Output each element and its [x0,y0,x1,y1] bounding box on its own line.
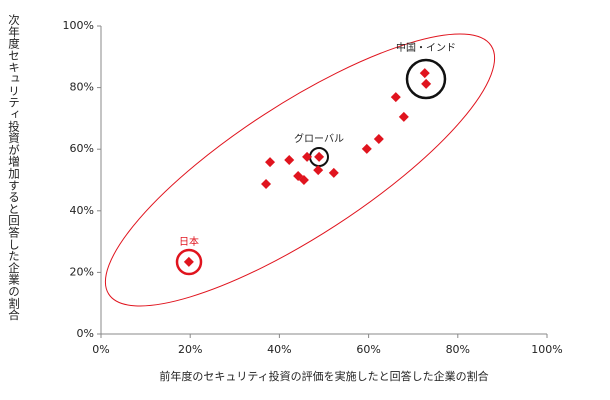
x-tick-label: 20% [178,343,202,356]
japan-circle [175,248,203,276]
point [314,151,325,162]
point [298,175,309,185]
y-tick-label: 20% [70,265,94,278]
y-tick-label: 40% [70,204,94,217]
point [419,68,430,79]
x-tick-label: 40% [267,343,291,356]
china-india-circle [405,58,447,100]
y-tick-label: 80% [70,81,94,94]
point [373,134,384,145]
x-tick-label: 100% [531,343,562,356]
point [183,256,194,267]
annotation: 日本 [179,235,199,248]
annotation: グローバル [294,132,344,145]
point [398,111,409,122]
annotation: 中国・インド [396,41,456,54]
point [313,165,324,176]
y-tick-label: 100% [63,19,94,32]
y-tick-label: 0% [77,327,94,340]
x-tick-label: 80% [446,343,470,356]
point [284,154,295,165]
point [328,167,339,178]
point [261,179,272,190]
point [265,157,276,168]
x-tick-label: 60% [356,343,380,356]
point [390,92,401,103]
point [421,78,432,89]
point [302,151,313,162]
x-axis-label: 前年度のセキュリティ投資の評価を実施したと回答した企業の割合 [159,369,488,383]
cluster-ellipse [104,33,496,307]
y-axis-label: 次年度セキュリティ投資が増加すると回答した企業の割合 [7,14,21,321]
y-tick-label: 60% [70,142,94,155]
x-tick-label: 0% [92,343,109,356]
point [361,143,372,154]
